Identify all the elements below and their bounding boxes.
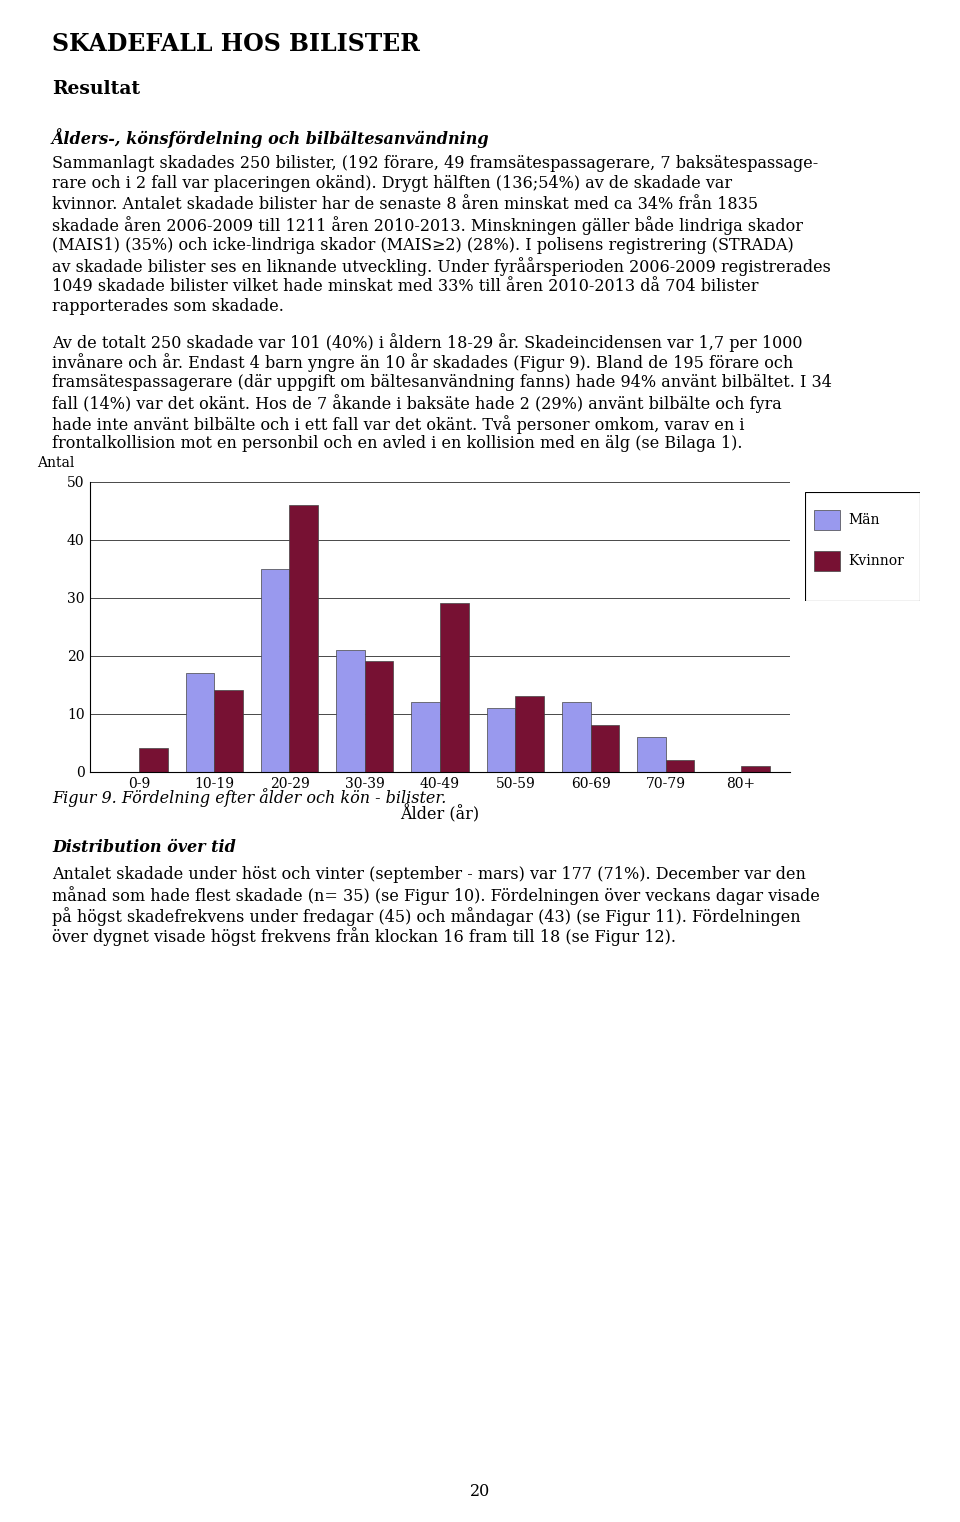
X-axis label: Ålder (år): Ålder (år) xyxy=(400,805,480,823)
Text: rare och i 2 fall var placeringen okänd). Drygt hälften (136;54%) av de skadade : rare och i 2 fall var placeringen okänd)… xyxy=(52,175,732,192)
Text: skadade åren 2006-2009 till 1211 åren 2010-2013. Minskningen gäller både lindrig: skadade åren 2006-2009 till 1211 åren 20… xyxy=(52,216,803,234)
Text: Av de totalt 250 skadade var 101 (40%) i åldern 18-29 år. Skadeincidensen var 1,: Av de totalt 250 skadade var 101 (40%) i… xyxy=(52,333,803,352)
Text: Figur 9. Fördelning efter ålder och kön - bilister.: Figur 9. Fördelning efter ålder och kön … xyxy=(52,788,446,807)
Bar xyxy=(814,510,839,530)
Bar xyxy=(412,702,440,772)
Text: SKADEFALL HOS BILISTER: SKADEFALL HOS BILISTER xyxy=(52,32,420,56)
Bar xyxy=(637,737,666,772)
Bar xyxy=(214,691,243,772)
Text: rapporterades som skadade.: rapporterades som skadade. xyxy=(52,298,284,315)
Text: fall (14%) var det okänt. Hos de 7 åkande i baksäte hade 2 (29%) använt bilbälte: fall (14%) var det okänt. Hos de 7 åkand… xyxy=(52,394,781,414)
Text: (MAIS1) (35%) och icke-lindriga skador (MAIS≥2) (28%). I polisens registrering (: (MAIS1) (35%) och icke-lindriga skador (… xyxy=(52,236,794,254)
Bar xyxy=(487,708,516,772)
Bar xyxy=(741,766,770,772)
Text: månad som hade flest skadade (n= 35) (se Figur 10). Fördelningen över veckans da: månad som hade flest skadade (n= 35) (se… xyxy=(52,886,820,906)
Bar xyxy=(666,759,694,772)
Bar xyxy=(590,724,619,772)
Text: Sammanlagt skadades 250 bilister, (192 förare, 49 framsätespassagerare, 7 baksät: Sammanlagt skadades 250 bilister, (192 f… xyxy=(52,155,818,172)
Text: Antal: Antal xyxy=(37,457,75,470)
Text: frontalkollision mot en personbil och en avled i en kollision med en älg (se Bil: frontalkollision mot en personbil och en… xyxy=(52,435,742,452)
Bar xyxy=(290,505,318,772)
Text: 1049 skadade bilister vilket hade minskat med 33% till åren 2010-2013 då 704 bil: 1049 skadade bilister vilket hade minska… xyxy=(52,277,758,295)
Bar xyxy=(516,696,544,772)
Text: av skadade bilister ses en liknande utveckling. Under fyråårsperioden 2006-2009 : av skadade bilister ses en liknande utve… xyxy=(52,257,830,275)
Text: på högst skadefrekvens under fredagar (45) och måndagar (43) (se Figur 11). Förd: på högst skadefrekvens under fredagar (4… xyxy=(52,907,801,925)
Text: hade inte använt bilbälte och i ett fall var det okänt. Två personer omkom, vara: hade inte använt bilbälte och i ett fall… xyxy=(52,416,745,434)
Text: kvinnor. Antalet skadade bilister har de senaste 8 åren minskat med ca 34% från : kvinnor. Antalet skadade bilister har de… xyxy=(52,196,758,213)
Text: Resultat: Resultat xyxy=(52,81,140,97)
Bar xyxy=(336,650,365,772)
Text: Antalet skadade under höst och vinter (september - mars) var 177 (71%). December: Antalet skadade under höst och vinter (s… xyxy=(52,866,805,883)
Text: 20: 20 xyxy=(469,1482,491,1501)
Text: Kvinnor: Kvinnor xyxy=(849,554,904,568)
FancyBboxPatch shape xyxy=(805,492,920,601)
Text: över dygnet visade högst frekvens från klockan 16 fram till 18 (se Figur 12).: över dygnet visade högst frekvens från k… xyxy=(52,927,676,947)
Bar xyxy=(440,603,468,772)
Bar xyxy=(139,749,168,772)
Text: invånare och år. Endast 4 barn yngre än 10 år skadades (Figur 9). Bland de 195 f: invånare och år. Endast 4 barn yngre än … xyxy=(52,353,793,373)
Bar xyxy=(562,702,590,772)
Bar xyxy=(185,673,214,772)
Bar xyxy=(261,569,290,772)
Text: Män: Män xyxy=(849,513,880,527)
Text: Distribution över tid: Distribution över tid xyxy=(52,839,236,857)
Text: Ålders-, könsfördelning och bilbältesanvändning: Ålders-, könsfördelning och bilbältesanv… xyxy=(52,128,490,148)
Text: framsätespassagerare (där uppgift om bältesanvändning fanns) hade 94% använt bil: framsätespassagerare (där uppgift om bäl… xyxy=(52,374,832,391)
Bar xyxy=(814,551,839,571)
Bar xyxy=(365,661,394,772)
